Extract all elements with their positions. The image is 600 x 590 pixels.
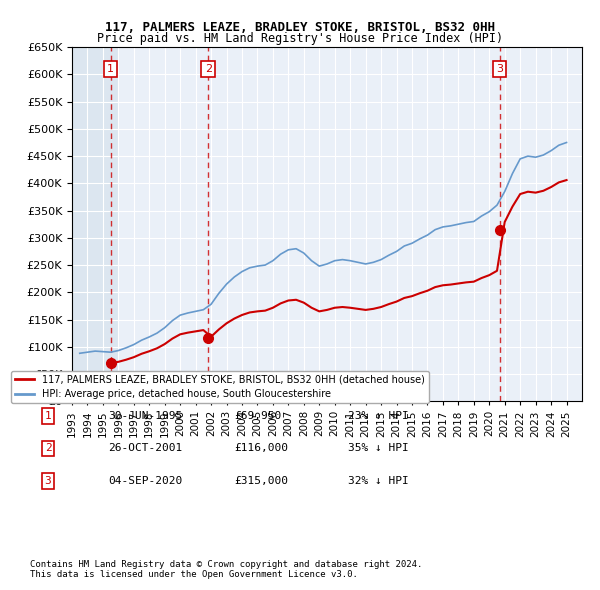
Text: 26-OCT-2001: 26-OCT-2001 bbox=[108, 444, 182, 453]
Text: 2: 2 bbox=[205, 64, 212, 74]
Text: 1: 1 bbox=[107, 64, 114, 74]
Text: 04-SEP-2020: 04-SEP-2020 bbox=[108, 476, 182, 486]
Text: Price paid vs. HM Land Registry's House Price Index (HPI): Price paid vs. HM Land Registry's House … bbox=[97, 32, 503, 45]
Text: Contains HM Land Registry data © Crown copyright and database right 2024.: Contains HM Land Registry data © Crown c… bbox=[30, 560, 422, 569]
Text: 32% ↓ HPI: 32% ↓ HPI bbox=[348, 476, 409, 486]
Text: 3: 3 bbox=[44, 476, 52, 486]
Text: 2: 2 bbox=[44, 444, 52, 453]
Text: 23% ↓ HPI: 23% ↓ HPI bbox=[348, 411, 409, 421]
Text: This data is licensed under the Open Government Licence v3.0.: This data is licensed under the Open Gov… bbox=[30, 571, 358, 579]
Bar bbox=[72, 47, 118, 401]
Text: £315,000: £315,000 bbox=[234, 476, 288, 486]
Text: 117, PALMERS LEAZE, BRADLEY STOKE, BRISTOL, BS32 0HH: 117, PALMERS LEAZE, BRADLEY STOKE, BRIST… bbox=[105, 21, 495, 34]
Text: 1: 1 bbox=[44, 411, 52, 421]
Text: 3: 3 bbox=[496, 64, 503, 74]
Text: 35% ↓ HPI: 35% ↓ HPI bbox=[348, 444, 409, 453]
Text: £116,000: £116,000 bbox=[234, 444, 288, 453]
Text: 30-JUN-1995: 30-JUN-1995 bbox=[108, 411, 182, 421]
Text: £69,950: £69,950 bbox=[234, 411, 281, 421]
Legend: 117, PALMERS LEAZE, BRADLEY STOKE, BRISTOL, BS32 0HH (detached house), HPI: Aver: 117, PALMERS LEAZE, BRADLEY STOKE, BRIST… bbox=[11, 371, 429, 404]
